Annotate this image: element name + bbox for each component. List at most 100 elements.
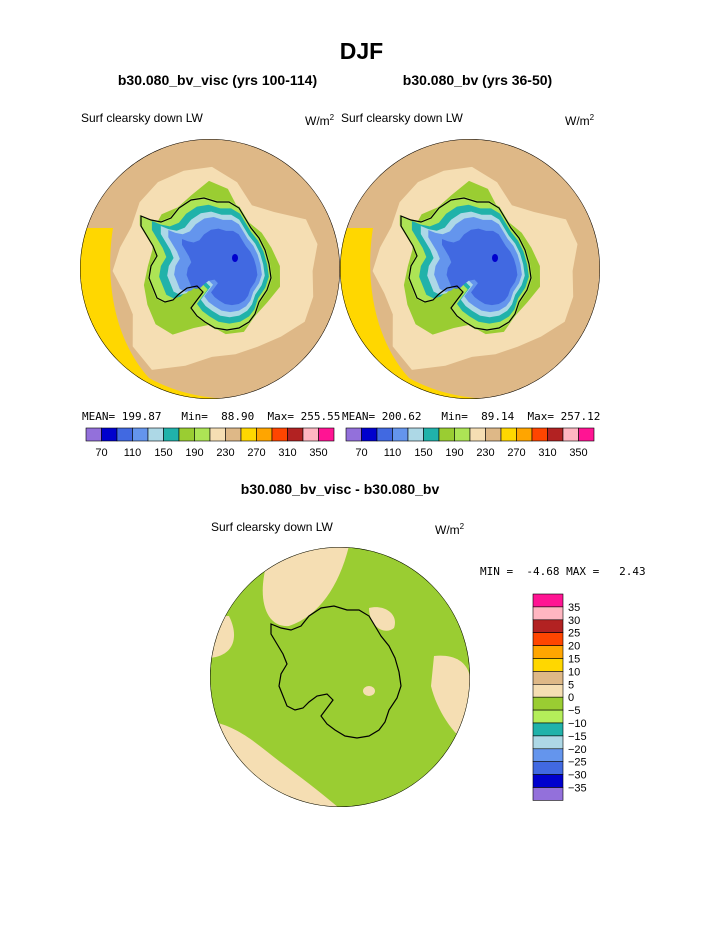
colorbar-left: 70 110 150 190 230 270 310 350: [85, 427, 335, 459]
colorbar-box: [469, 427, 486, 442]
diff-max-value: 2.43: [619, 565, 646, 578]
colorbar-diff-tick-label: −15: [568, 731, 587, 743]
colorbar-box: [147, 427, 164, 442]
mean-value-right: 200.62: [381, 410, 422, 423]
figure-title: DJF: [339, 38, 384, 64]
colorbar-box: [547, 427, 564, 442]
colorbar-box: [500, 427, 517, 442]
colorbar-diff-tick-label: −5: [568, 705, 581, 717]
colorbar-tick-label: 350: [569, 447, 587, 459]
colorbar-tick-label: 310: [538, 447, 556, 459]
colorbar-diff-box: [532, 722, 564, 737]
yellow-sector: [80, 228, 269, 399]
colorbar-box: [240, 427, 257, 442]
colorbar-tick-label: 150: [414, 447, 432, 459]
map-right: [340, 139, 600, 399]
colorbar-diff-tick-label: −20: [568, 744, 587, 756]
colorbar-box: [132, 427, 149, 442]
colorbar-tick-label: 310: [278, 447, 296, 459]
colorbar-diff-box: [532, 735, 564, 750]
colorbar-tick-label: 70: [95, 447, 107, 459]
diff-units-label: W/m2: [435, 522, 464, 537]
colorbar-diff-tick-label: 10: [568, 666, 580, 678]
colorbar-box: [531, 427, 548, 442]
colorbar-diff-box: [532, 645, 564, 659]
yellow-sector: [340, 228, 529, 399]
colorbar-diff-box: [532, 671, 564, 685]
diff-units-exponent: 2: [459, 522, 465, 531]
diff-title: b30.080_bv_visc - b30.080_bv: [240, 481, 440, 497]
min-label-right: Min=: [441, 410, 468, 423]
diff-patch-ice-2: [363, 686, 375, 696]
colorbar-diff-box: [532, 787, 564, 801]
land-dark-blue: [492, 254, 498, 262]
coastline: [140, 197, 272, 331]
colorbar-box: [85, 427, 102, 442]
colorbar-box: [376, 427, 393, 442]
colorbar-diff-tick-label: 35: [568, 602, 580, 614]
colorbar-box: [516, 427, 533, 442]
colorbar-box: [287, 427, 304, 442]
diff-patch-top: [262, 547, 349, 627]
colorbar-box: [578, 427, 595, 442]
min-value-right: 89.14: [481, 410, 515, 423]
diff-max-label: MAX =: [566, 565, 600, 578]
diff-units-text: W/m: [435, 523, 460, 537]
colorbar-diff-box: [532, 593, 564, 608]
colorbar-diff-box: [532, 709, 564, 724]
colorbar-diff-tick-label: −30: [568, 770, 587, 782]
colorbar-diff-tick-label: −35: [568, 783, 587, 795]
colorbar-box: [485, 427, 502, 442]
colorbar-diff-box: [532, 606, 564, 621]
colorbar-box: [438, 427, 455, 442]
colorbar-box: [194, 427, 211, 442]
colorbar-box: [163, 427, 180, 442]
map-left: [80, 139, 340, 399]
colorbar-box: [318, 427, 335, 442]
colorbar-tick-label: 350: [309, 447, 327, 459]
colorbar-box: [256, 427, 273, 442]
colorbar-diff-tick-label: −10: [568, 718, 587, 730]
colorbar-box: [345, 427, 362, 442]
colorbar-tick-label: 190: [445, 447, 463, 459]
max-label-right: Max=: [527, 410, 555, 423]
colorbar-diff-box: [532, 619, 564, 633]
colorbar-diff-tick-label: 20: [568, 641, 580, 653]
colorbar-tick-label: 110: [124, 447, 142, 459]
colorbar-tick-label: 150: [154, 447, 172, 459]
colorbar-diff-tick-label: 5: [568, 679, 574, 691]
land-blue: [442, 228, 518, 306]
colorbar-diff-tick-label: 25: [568, 628, 580, 640]
colorbar-box: [271, 427, 288, 442]
colorbar-diff-box: [532, 658, 564, 672]
max-value-right: 257.12: [560, 410, 601, 423]
colorbar-diff-tick-label: 0: [568, 692, 574, 704]
land-blue: [182, 228, 258, 306]
units-text-left: W/m: [305, 114, 330, 128]
colorbar-diff-box: [532, 748, 564, 763]
variable-label-left: Surf clearsky down LW: [81, 111, 203, 125]
map-diff: [210, 547, 470, 807]
colorbar-box: [423, 427, 440, 442]
colorbar-tick-label: 190: [185, 447, 203, 459]
diff-min-value: -4.68: [526, 565, 560, 578]
stats-right: MEAN= 200.62 Min= 89.14 Max= 257.12: [342, 410, 600, 423]
colorbar-diff-tick-label: 15: [568, 654, 580, 666]
stats-left: MEAN= 199.87 Min= 88.90 Max= 255.55: [82, 410, 340, 423]
units-exponent-right: 2: [589, 113, 595, 122]
colorbar-tick-label: 230: [476, 447, 494, 459]
diff-stats: MIN = -4.68 MAX = 2.43: [480, 565, 646, 578]
colorbar-diff-box: [532, 684, 564, 698]
panel-title-left: b30.080_bv_visc (yrs 100-114): [117, 72, 318, 88]
colorbar-box: [562, 427, 579, 442]
colorbar-diff-box: [532, 761, 564, 775]
colorbar-box: [392, 427, 409, 442]
colorbar-box: [101, 427, 118, 442]
units-label-right: W/m2: [565, 113, 594, 128]
colorbar-box: [178, 427, 195, 442]
colorbar-box: [454, 427, 471, 442]
colorbar-right: 70 110 150 190 230 270 310 350: [345, 427, 595, 459]
diff-coastline: [270, 605, 402, 739]
variable-label-right: Surf clearsky down LW: [341, 111, 463, 125]
